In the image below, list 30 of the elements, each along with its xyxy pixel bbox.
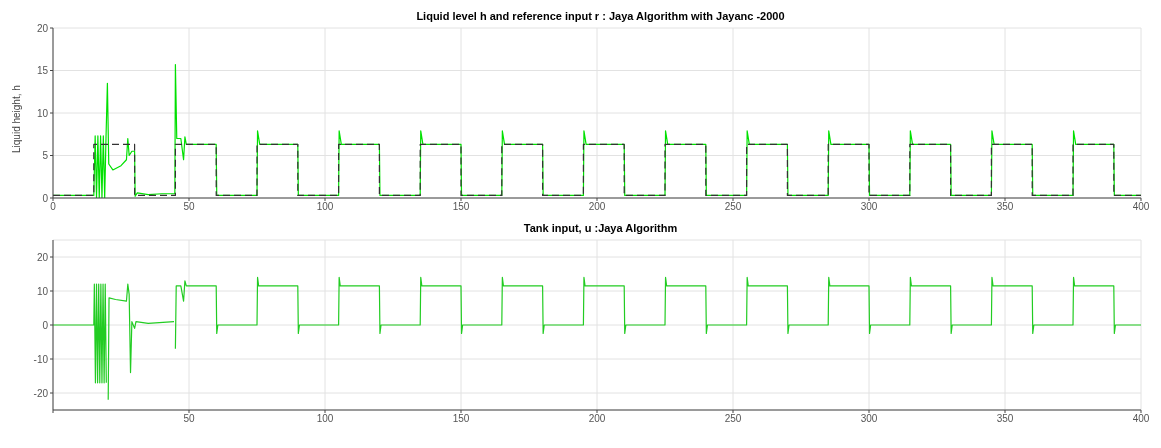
y-tick-label: 0	[42, 319, 49, 331]
x-tick-label: 400	[1132, 201, 1150, 213]
y-tick-label: 0	[42, 192, 49, 204]
y-tick-label: 15	[36, 65, 49, 77]
chart-title: Liquid level h and reference input r : Jaya Algorithm with Jayanc -2000	[415, 9, 786, 24]
y-tick-label: 10	[36, 107, 49, 119]
y-tick-label: 10	[36, 285, 49, 297]
x-tick-label: 150	[452, 413, 470, 425]
y-tick-label: -20	[33, 387, 49, 399]
x-tick-label: 250	[724, 413, 742, 425]
x-tick-label: 200	[588, 201, 606, 213]
y-tick-label: 20	[36, 22, 49, 34]
chart-title: Tank input, u :Jaya Algorithm	[522, 221, 679, 236]
x-tick-label: 350	[996, 201, 1014, 213]
x-tick-label: 150	[452, 201, 470, 213]
x-tick-label: 400	[1132, 413, 1150, 425]
x-tick-label: 100	[316, 413, 334, 425]
y-tick-label: 20	[36, 251, 49, 263]
y-tick-label: 5	[42, 150, 49, 162]
x-tick-label: 100	[316, 201, 334, 213]
x-tick-label: 300	[860, 201, 878, 213]
y-tick-label: -10	[33, 353, 49, 365]
x-tick-label: 250	[724, 201, 742, 213]
x-tick-label: 300	[860, 413, 878, 425]
x-tick-label: 50	[183, 413, 195, 425]
x-tick-label: 50	[183, 201, 195, 213]
x-tick-label: 350	[996, 413, 1014, 425]
x-tick-label: 200	[588, 413, 606, 425]
x-tick-label: 0	[50, 201, 57, 213]
y-axis-title: Liquid height, h	[10, 85, 22, 153]
